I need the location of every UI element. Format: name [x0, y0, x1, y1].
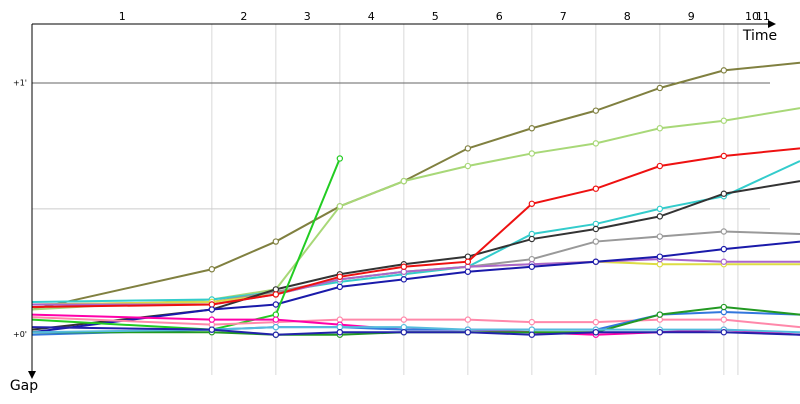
point — [272, 331, 280, 338]
point — [464, 268, 472, 275]
x-tick-label: 9 — [688, 10, 695, 23]
point — [592, 107, 600, 114]
point — [720, 258, 728, 265]
point — [656, 162, 664, 170]
point — [400, 263, 408, 270]
x-tick-label: 3 — [304, 10, 311, 23]
point — [656, 311, 664, 318]
point — [720, 190, 728, 197]
point — [656, 84, 664, 92]
point — [464, 162, 472, 170]
point — [528, 255, 536, 263]
point — [528, 326, 536, 333]
point — [272, 316, 280, 323]
point — [336, 155, 344, 162]
point — [464, 328, 472, 336]
point — [720, 152, 728, 160]
lines — [31, 61, 800, 338]
point — [656, 125, 664, 132]
x-tick-label: 11 — [756, 10, 770, 23]
point — [656, 205, 664, 213]
point — [272, 291, 280, 298]
point — [272, 238, 280, 245]
point — [464, 258, 472, 265]
point — [208, 306, 216, 313]
point — [208, 266, 216, 273]
point — [272, 286, 280, 293]
point — [400, 268, 408, 275]
x-tick-label: 2 — [240, 10, 247, 23]
point — [720, 67, 728, 74]
point — [336, 323, 344, 331]
point — [656, 213, 664, 220]
point — [656, 316, 664, 323]
point — [208, 326, 216, 333]
x-tick-label: 7 — [560, 10, 567, 23]
point — [592, 238, 600, 245]
point — [528, 200, 536, 207]
x-tick-label: 4 — [368, 10, 375, 23]
x-tick-label: 8 — [624, 10, 631, 23]
y-tick-label: +0' — [13, 330, 27, 339]
point — [400, 177, 408, 185]
y-axis-title: Gap — [10, 378, 38, 394]
point — [464, 263, 472, 270]
point — [656, 233, 664, 240]
point — [400, 328, 408, 336]
point — [528, 235, 536, 243]
point — [336, 273, 344, 281]
point — [400, 276, 408, 283]
point — [336, 203, 344, 210]
point — [528, 318, 536, 326]
point — [208, 301, 216, 308]
point — [656, 261, 664, 268]
point — [592, 318, 600, 326]
point — [656, 253, 664, 260]
y-tick-label: +1' — [13, 78, 27, 87]
point — [528, 230, 536, 238]
x-tick-label: 10 — [745, 10, 759, 23]
point — [528, 331, 536, 338]
point — [336, 283, 344, 291]
point — [720, 117, 728, 124]
x-tick-label: 5 — [432, 10, 439, 23]
point — [720, 316, 728, 323]
point — [400, 316, 408, 323]
point — [720, 228, 728, 235]
point — [528, 150, 536, 157]
point — [528, 263, 536, 270]
point — [272, 323, 280, 331]
point — [400, 323, 408, 331]
point — [720, 303, 728, 311]
point — [272, 301, 280, 308]
series-line — [31, 160, 800, 303]
point — [336, 328, 344, 336]
series-line — [31, 230, 800, 306]
point — [720, 245, 728, 253]
grid — [32, 24, 770, 375]
point — [464, 145, 472, 152]
x-axis-title: Time — [742, 28, 777, 44]
point — [464, 316, 472, 323]
point — [464, 253, 472, 260]
point — [592, 328, 600, 336]
x-tick-label: 1 — [119, 10, 126, 23]
point — [592, 225, 600, 233]
point — [720, 328, 728, 336]
point — [272, 311, 280, 318]
point — [336, 316, 344, 323]
point — [208, 321, 216, 328]
point — [592, 220, 600, 228]
point — [720, 308, 728, 316]
x-tick-label: 6 — [496, 10, 503, 23]
series-line — [31, 158, 341, 331]
point — [528, 125, 536, 132]
point — [592, 258, 600, 265]
point — [592, 185, 600, 192]
point — [656, 328, 664, 336]
point — [208, 316, 216, 323]
point — [592, 140, 600, 147]
